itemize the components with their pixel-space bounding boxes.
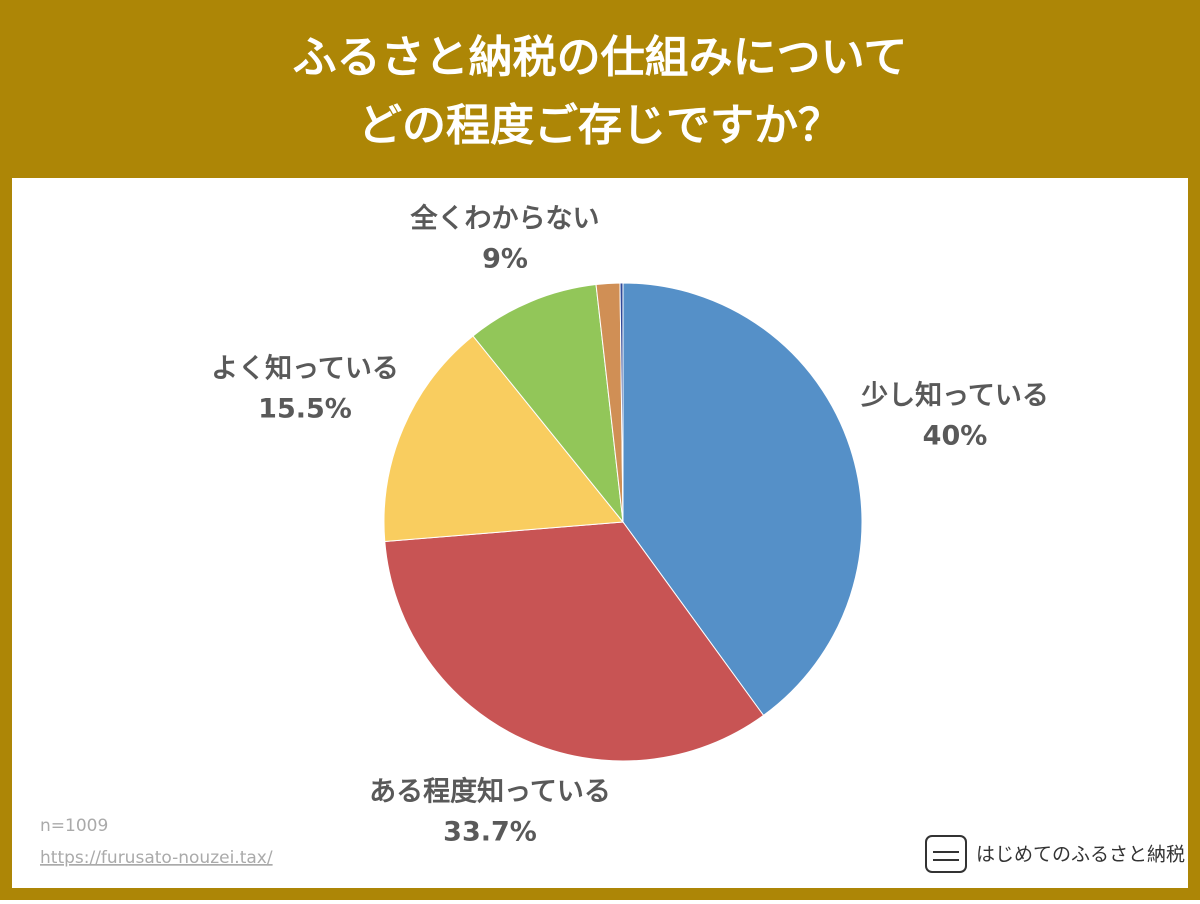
pie xyxy=(383,282,863,762)
chart-title: どの程度ご存じですか？ xyxy=(358,100,842,151)
slice-value: 9% xyxy=(482,244,528,275)
brand-name: はじめてのふるさと納税 xyxy=(976,844,1185,866)
slice-value: 33.7% xyxy=(443,817,537,848)
slice-value: 40% xyxy=(923,421,988,452)
pie-slice xyxy=(383,335,624,543)
pie-slice xyxy=(619,282,624,523)
brand-logo xyxy=(925,835,967,873)
slice-value: 15.5% xyxy=(258,394,352,425)
logo-icon xyxy=(925,835,967,873)
pie-slice xyxy=(472,283,624,524)
slice-label: よく知っている xyxy=(211,354,399,385)
sample-size: n=1009 xyxy=(40,816,108,836)
slice-label: 少し知っている xyxy=(861,381,1049,412)
chart-title: ふるさと納税の仕組みについて xyxy=(293,32,908,83)
pie-slice xyxy=(384,521,765,762)
slice-label: 全くわからない xyxy=(410,203,600,235)
slice-label: ある程度知っている xyxy=(369,776,611,808)
pie-slice xyxy=(622,282,863,717)
source-url: https://furusato-nouzei.tax/ xyxy=(40,848,273,868)
